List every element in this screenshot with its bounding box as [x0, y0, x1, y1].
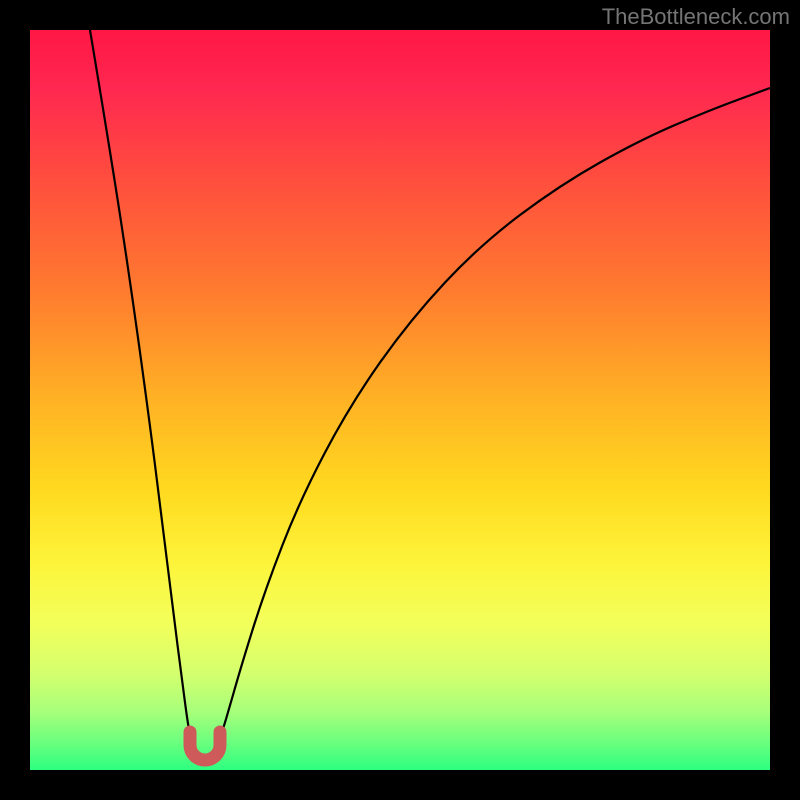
chart-background: [30, 30, 770, 770]
chart-container: [30, 30, 770, 770]
watermark-text: TheBottleneck.com: [602, 4, 790, 30]
bottleneck-chart: [30, 30, 770, 770]
